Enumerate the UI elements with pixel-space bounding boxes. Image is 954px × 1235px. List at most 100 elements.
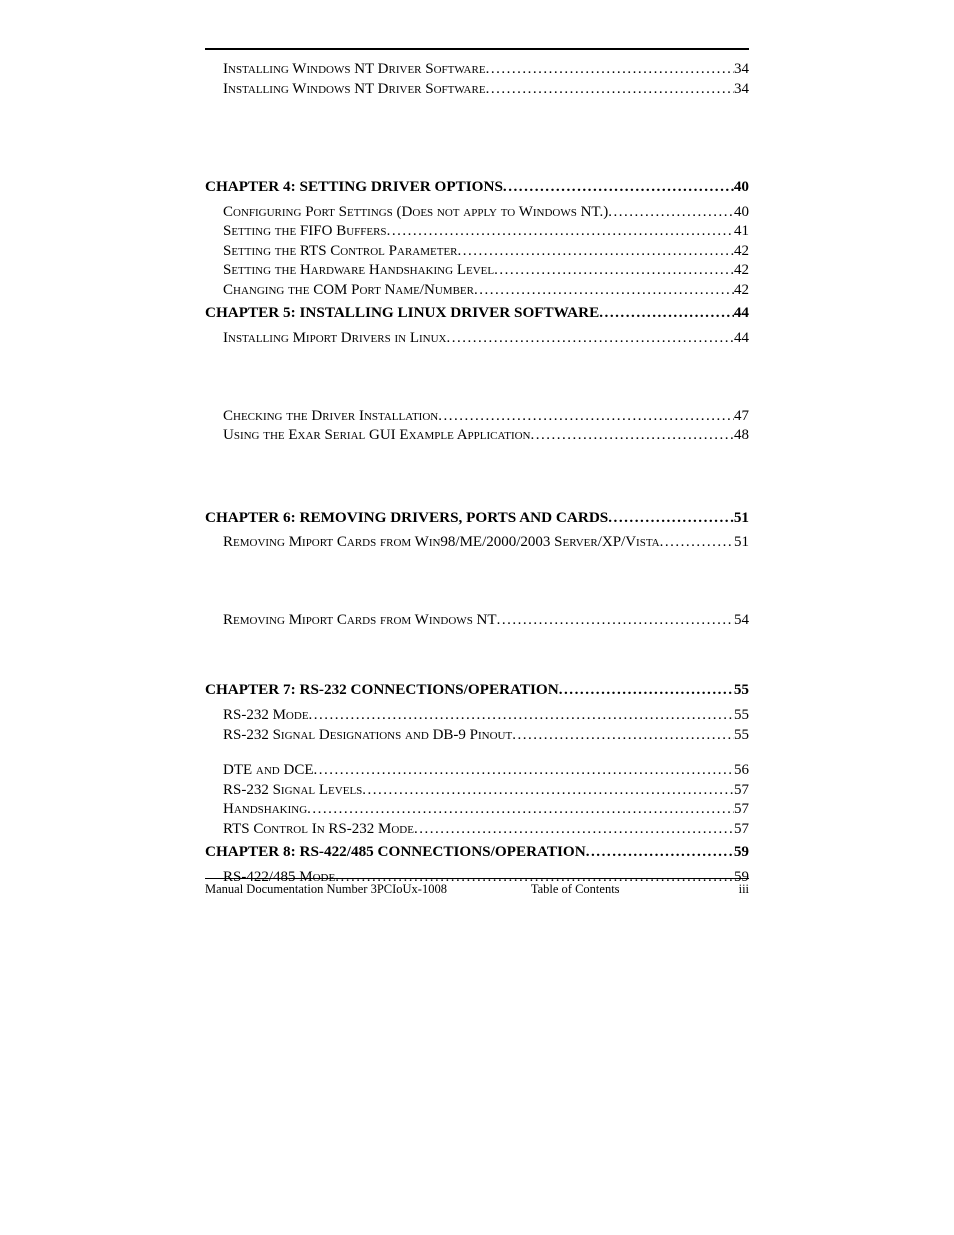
footer-section-title: Table of Contents <box>452 882 699 897</box>
toc-chapter: CHAPTER 6: REMOVING DRIVERS, PORTS AND C… <box>205 508 749 528</box>
toc-entry-text: Installing Windows NT Driver Software <box>223 80 486 100</box>
toc-entry-page: 55 <box>734 726 749 746</box>
toc-entry-page: 34 <box>734 80 749 100</box>
toc-leader-dots: ........................................… <box>438 407 734 427</box>
toc-entry-text: RS-232 Signal Designations and DB-9 Pino… <box>223 726 512 746</box>
toc-entry-page: 40 <box>734 177 749 197</box>
toc-entry-text: RS-232 Mode <box>223 706 309 726</box>
toc-chapter: CHAPTER 7: RS-232 CONNECTIONS/OPERATION … <box>205 680 749 700</box>
toc-gap <box>205 446 749 508</box>
toc-entry-page: 59 <box>734 842 749 862</box>
toc-leader-dots: ........................................… <box>486 80 734 100</box>
toc-entry-text: Installing Miport Drivers in Linux <box>223 329 447 349</box>
toc-entry-text: CHAPTER 5: INSTALLING LINUX DRIVER SOFTW… <box>205 303 599 323</box>
toc-entry: Installing Windows NT Driver Software ..… <box>205 60 749 80</box>
toc-entry: DTE and DCE ............................… <box>205 761 749 781</box>
toc-leader-dots: ........................................… <box>458 242 735 262</box>
toc-entry-text: CHAPTER 7: RS-232 CONNECTIONS/OPERATION <box>205 680 559 700</box>
toc-entry-text: CHAPTER 8: RS-422/485 CONNECTIONS/OPERAT… <box>205 842 586 862</box>
toc-content: Installing Windows NT Driver Software ..… <box>205 48 749 887</box>
toc-leader-dots: ........................................… <box>309 706 734 726</box>
toc-entry: Removing Miport Cards from Win98/ME/2000… <box>205 533 749 553</box>
toc-entry-page: 42 <box>734 242 749 262</box>
toc-leader-dots: ........................................… <box>599 303 734 323</box>
toc-leader-dots: ........................................… <box>559 680 734 700</box>
toc-entry-page: 54 <box>734 611 749 631</box>
footer-doc-number: Manual Documentation Number 3PCIoUx-1008 <box>205 882 452 897</box>
toc-leader-dots: ........................................… <box>512 726 734 746</box>
toc-entry: Installing Windows NT Driver Software ..… <box>205 80 749 100</box>
page: Installing Windows NT Driver Software ..… <box>0 0 954 1235</box>
toc-gap <box>205 553 749 611</box>
toc-entry-page: 42 <box>734 281 749 301</box>
toc-entry-text: Removing Miport Cards from Win98/ME/2000… <box>223 533 660 553</box>
toc-entry: Setting the FIFO Buffers ...............… <box>205 222 749 242</box>
toc-entry-page: 47 <box>734 407 749 427</box>
toc-entry-text: Changing the COM Port Name/Number <box>223 281 474 301</box>
toc-leader-dots: ........................................… <box>474 281 734 301</box>
toc-gap <box>205 630 749 680</box>
toc-entry-text: DTE and DCE <box>223 761 314 781</box>
toc-entry-page: 57 <box>734 820 749 840</box>
toc-entry: Checking the Driver Installation .......… <box>205 407 749 427</box>
toc-entry-text: RTS Control In RS-232 Mode <box>223 820 414 840</box>
toc-entry-page: 41 <box>734 222 749 242</box>
toc-entry-page: 51 <box>734 508 749 528</box>
toc-entry: RTS Control In RS-232 Mode .............… <box>205 820 749 840</box>
toc-gap <box>205 745 749 761</box>
toc-entry-page: 55 <box>734 706 749 726</box>
toc-entry-page: 40 <box>734 203 749 223</box>
toc-entry-text: CHAPTER 4: SETTING DRIVER OPTIONS <box>205 177 503 197</box>
toc-leader-dots: ........................................… <box>503 177 734 197</box>
toc-entry-text: Using the Exar Serial GUI Example Applic… <box>223 426 531 446</box>
page-footer: Manual Documentation Number 3PCIoUx-1008… <box>205 878 749 897</box>
toc-leader-dots: ........................................… <box>447 329 735 349</box>
toc-entry-page: 42 <box>734 261 749 281</box>
toc-entry-page: 55 <box>734 680 749 700</box>
toc-leader-dots: ........................................… <box>307 800 734 820</box>
toc-entry: Setting the Hardware Handshaking Level .… <box>205 261 749 281</box>
toc-gap <box>205 99 749 177</box>
toc-entry-page: 57 <box>734 800 749 820</box>
toc-leader-dots: ........................................… <box>531 426 735 446</box>
toc-entry: RS-232 Mode ............................… <box>205 706 749 726</box>
toc-entry-text: Configuring Port Settings (Does not appl… <box>223 203 608 223</box>
toc-leader-dots: ........................................… <box>608 203 734 223</box>
toc-leader-dots: ........................................… <box>486 60 734 80</box>
toc-entry: RS-232 Signal Designations and DB-9 Pino… <box>205 726 749 746</box>
toc-entry-text: Setting the RTS Control Parameter <box>223 242 458 262</box>
toc-entry-page: 48 <box>734 426 749 446</box>
toc-entry: Removing Miport Cards from Windows NT ..… <box>205 611 749 631</box>
toc-entry: RS-232 Signal Levels ...................… <box>205 781 749 801</box>
toc-leader-dots: ........................................… <box>387 222 734 242</box>
toc-entry: Changing the COM Port Name/Number ......… <box>205 281 749 301</box>
toc-leader-dots: ........................................… <box>586 842 734 862</box>
toc-entry-text: Installing Windows NT Driver Software <box>223 60 486 80</box>
toc-entry: Setting the RTS Control Parameter ......… <box>205 242 749 262</box>
toc-entry-text: RS-232 Signal Levels <box>223 781 362 801</box>
toc-chapter: CHAPTER 4: SETTING DRIVER OPTIONS ......… <box>205 177 749 197</box>
toc-entry-page: 44 <box>734 329 749 349</box>
footer-page-number: iii <box>699 882 749 897</box>
toc-entry: Using the Exar Serial GUI Example Applic… <box>205 426 749 446</box>
toc-leader-dots: ........................................… <box>660 533 734 553</box>
toc-entry-text: CHAPTER 6: REMOVING DRIVERS, PORTS AND C… <box>205 508 608 528</box>
toc-leader-dots: ........................................… <box>494 261 734 281</box>
toc-entry-page: 56 <box>734 761 749 781</box>
toc-leader-dots: ........................................… <box>314 761 735 781</box>
toc-entry: Installing Miport Drivers in Linux .....… <box>205 329 749 349</box>
toc-entry-page: 51 <box>734 533 749 553</box>
toc-entry: Handshaking ............................… <box>205 800 749 820</box>
toc-leader-dots: ........................................… <box>362 781 734 801</box>
toc-leader-dots: ........................................… <box>608 508 734 528</box>
toc-leader-dots: ........................................… <box>497 611 734 631</box>
toc-entry-text: Checking the Driver Installation <box>223 407 438 427</box>
toc-entry-page: 34 <box>734 60 749 80</box>
toc-entry-text: Setting the Hardware Handshaking Level <box>223 261 494 281</box>
toc-entry-page: 57 <box>734 781 749 801</box>
toc-gap <box>205 349 749 407</box>
toc-entry-text: Handshaking <box>223 800 307 820</box>
toc-entry-text: Setting the FIFO Buffers <box>223 222 387 242</box>
toc-chapter: CHAPTER 8: RS-422/485 CONNECTIONS/OPERAT… <box>205 842 749 862</box>
toc-leader-dots: ........................................… <box>414 820 734 840</box>
